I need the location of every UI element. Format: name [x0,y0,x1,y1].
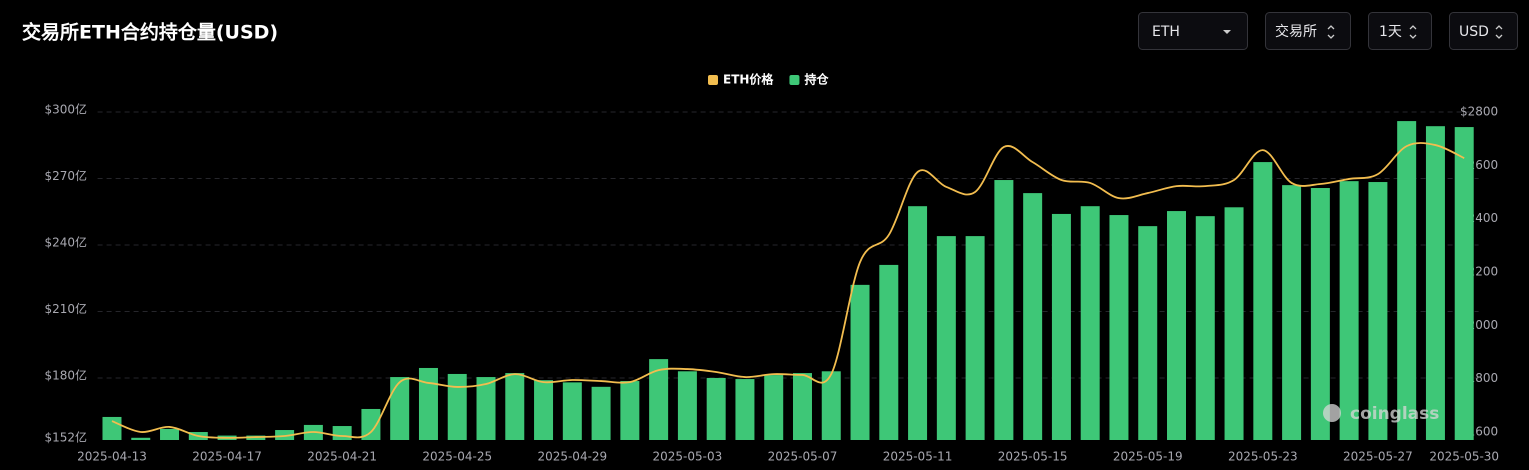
sort-caret [1409,25,1417,39]
exchange-select[interactable] [1265,12,1351,50]
legend-swatch [708,75,718,85]
bar [1023,193,1043,440]
bar [1339,181,1359,441]
y-tick-label: $270亿 [44,168,87,183]
watermark-logo [1323,404,1341,422]
bar [1138,226,1158,440]
bar [476,377,496,440]
legend-swatch [789,75,800,85]
bar [332,426,352,440]
bar [418,367,438,440]
bar [447,373,467,440]
bar [390,377,410,440]
bar [1253,162,1273,440]
bar [160,428,180,440]
y-tick-label: $240亿 [44,234,87,249]
bar [1167,211,1187,440]
interval-select[interactable] [1368,12,1432,50]
bar [792,373,812,440]
page-title: 交易所ETH合约持仓量(USD) [22,21,278,44]
bar [1310,188,1330,440]
y-tick-label: $152亿 [44,430,87,445]
bar [1051,213,1071,440]
currency-select-label[interactable]: USD [1459,24,1489,40]
bar [1425,126,1445,441]
legend-label: ETH价格 [723,72,774,87]
legend: ETH价格 持仓 [708,72,829,87]
bar [505,373,525,440]
x-tick-label: 2025-05-27 [1343,450,1413,464]
bar [562,382,582,440]
y-tick-label: $180亿 [44,367,87,382]
watermark: coinglass [1323,404,1439,424]
asset-select-label[interactable]: ETH [1152,24,1180,40]
bar [1080,206,1100,440]
bar [908,206,928,440]
x-tick-label: 2025-04-29 [537,450,607,464]
x-tick-label: 2025-04-21 [307,450,377,464]
bar [879,264,899,440]
bar [131,437,151,440]
bar [764,375,784,440]
x-tick-label: 2025-04-13 [77,450,147,464]
x-tick-label: 2025-04-25 [422,450,492,464]
bar [1224,207,1244,440]
currency-select[interactable] [1449,12,1518,50]
x-tick-label: 2025-05-07 [768,450,838,464]
watermark-text: coinglass [1350,404,1439,424]
bar [1397,121,1417,440]
exchange-select-label[interactable]: 交易所 [1275,23,1317,40]
x-tick-label: 2025-05-30 [1429,450,1499,464]
bar [936,236,956,440]
legend-label: 持仓 [804,72,829,87]
bar [850,284,870,440]
x-tick-label: 2025-05-23 [1228,450,1298,464]
y2-tick-label: $2800 [1460,105,1498,119]
bar [677,371,697,440]
bar [1282,185,1302,440]
bar [534,380,554,440]
x-tick-label: 2025-05-19 [1113,450,1183,464]
bar [591,386,611,440]
bar [1109,215,1129,440]
bar [706,377,726,440]
sort-caret [1495,25,1503,39]
asset-select[interactable] [1138,12,1248,50]
bar [994,180,1014,440]
y-tick-label: $210亿 [44,301,87,316]
x-tick-label: 2025-05-11 [883,450,953,464]
bar [102,416,122,440]
interval-select-label[interactable]: 1天 [1379,24,1402,40]
x-tick-label: 2025-04-17 [192,450,262,464]
x-tick-label: 2025-05-15 [998,450,1068,464]
price-line [111,142,1465,439]
bar [275,430,295,440]
dropdown-caret [1223,30,1231,34]
bar [1454,127,1474,441]
bar [1195,216,1215,440]
controls: ETH 交易所 1天 USD [1138,12,1518,50]
bar [361,408,381,440]
y-tick-label: $300亿 [44,102,87,117]
bar [735,379,755,440]
bar [620,381,640,440]
bar [1368,182,1388,441]
sort-caret [1327,25,1335,39]
bar [649,359,669,440]
bar [821,371,841,440]
x-tick-label: 2025-05-03 [653,450,723,464]
bar [965,236,985,440]
